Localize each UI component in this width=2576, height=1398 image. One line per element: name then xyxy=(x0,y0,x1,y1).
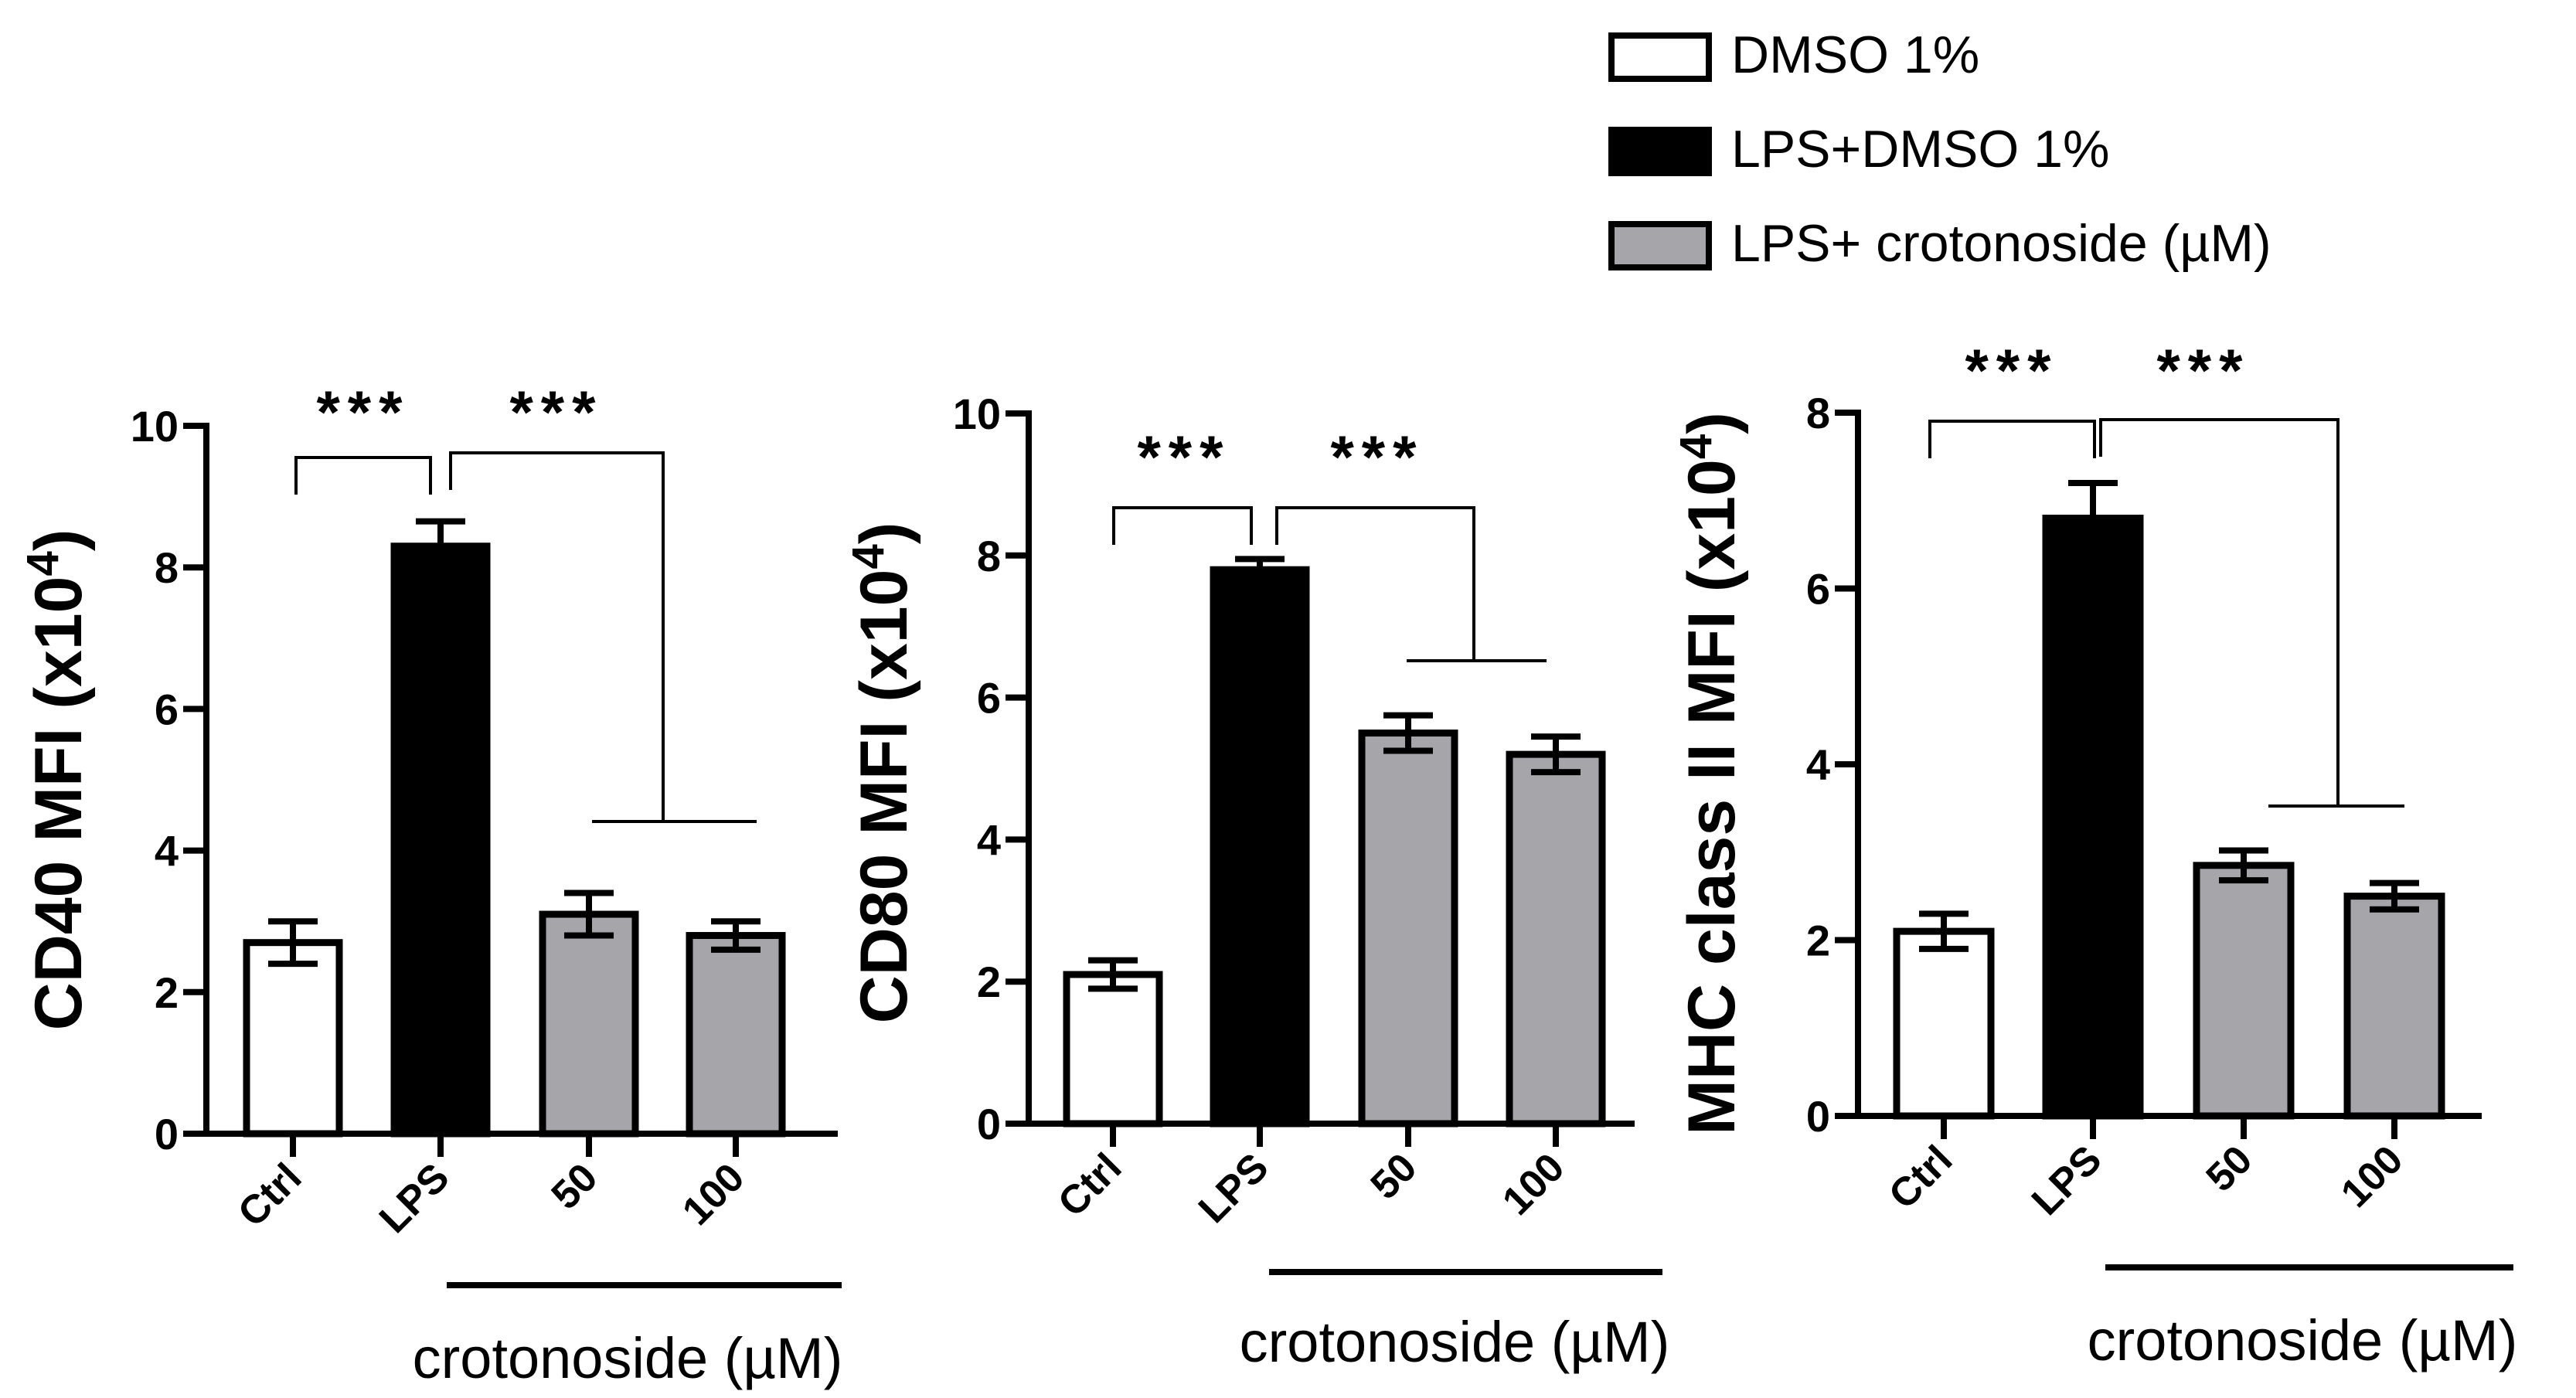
y-tick-label: 8 xyxy=(155,543,179,592)
x-tick-label: LPS xyxy=(371,1155,458,1242)
legend-label-3: LPS+ crotonoside (µM) xyxy=(1731,214,2271,273)
y-tick-label: 0 xyxy=(1806,1092,1830,1141)
y-tick-label: 4 xyxy=(1806,740,1830,789)
x-tick-label: LPS xyxy=(2023,1137,2111,1224)
significance-label: *** xyxy=(1330,423,1424,491)
y-tick-label: 10 xyxy=(131,402,179,451)
x-axis-label: crotonoside (µM) xyxy=(413,1326,843,1390)
bar-lps xyxy=(2042,515,2144,1120)
y-tick-label: 10 xyxy=(953,389,1001,438)
y-axis-label-main: CD80 MFI (x10 xyxy=(847,570,921,1024)
error-bar xyxy=(2219,847,2268,884)
y-tick-label: 6 xyxy=(1806,565,1830,614)
significance-bracket-ctrl-lps xyxy=(1112,506,1253,545)
y-tick-label: 6 xyxy=(155,685,179,733)
y-tick-label: 0 xyxy=(155,1110,179,1158)
bar-ctrl xyxy=(243,939,343,1138)
y-axis-label-exponent: 4 xyxy=(1671,434,1721,459)
error-bar xyxy=(711,918,761,953)
bar-100 xyxy=(2343,893,2445,1120)
bar-50 xyxy=(539,910,639,1138)
x-tick-label: 100 xyxy=(1494,1145,1573,1223)
error-bar xyxy=(2370,879,2419,913)
y-axis-label-exponent: 4 xyxy=(18,551,68,576)
error-bar xyxy=(1235,556,1285,583)
error-bar xyxy=(1088,957,1138,992)
y-tick-label: 8 xyxy=(977,532,1001,580)
y-tick-label: 4 xyxy=(155,827,179,876)
error-bar xyxy=(1383,712,1433,754)
significance-bracket-lps-crotonoside xyxy=(449,451,665,823)
bar-100 xyxy=(686,932,786,1138)
error-bar xyxy=(564,889,614,939)
y-axis-label-main: CD40 MFI (x10 xyxy=(22,577,96,1031)
bar-100 xyxy=(1506,750,1606,1128)
x-tick-label: 50 xyxy=(1363,1145,1426,1208)
legend: DMSO 1% LPS+DMSO 1% LPS+ crotonoside (µM) xyxy=(1608,26,2271,273)
legend-swatch-2 xyxy=(1608,127,1712,176)
y-axis-label: CD40 MFI (x104) xyxy=(18,529,96,1031)
chart-panel-2: 0 2 4 6 8 10 Ctrl LPS 50 100 *** *** crotonoside (µM… xyxy=(843,389,1669,1374)
y-axis-label: CD80 MFI (x104) xyxy=(843,522,921,1024)
y-axis-label-exponent: 4 xyxy=(843,544,893,569)
x-tick-label: Ctrl xyxy=(1880,1137,1961,1217)
x-tick-label: 50 xyxy=(2198,1137,2261,1200)
bar-ctrl xyxy=(1063,971,1163,1128)
significance-label: *** xyxy=(509,378,603,446)
x-tick-label: LPS xyxy=(1190,1145,1278,1232)
error-bar xyxy=(1531,733,1581,776)
y-axis-label-close: ) xyxy=(1675,412,1749,434)
significance-label: *** xyxy=(316,378,410,446)
significance-label: *** xyxy=(2156,336,2250,404)
bar-50 xyxy=(2193,862,2295,1120)
y-tick-label: 4 xyxy=(977,815,1001,864)
x-tick-label: 50 xyxy=(543,1155,607,1218)
chart-panel-1: 0 2 4 6 8 10 Ctrl LPS 50 100 *** *** crotonoside (µM… xyxy=(18,378,842,1390)
x-tick-label: 100 xyxy=(2333,1137,2411,1216)
x-axis-label: crotonoside (µM) xyxy=(2088,1308,2518,1372)
x-tick-label: Ctrl xyxy=(230,1155,310,1235)
bar-lps xyxy=(390,543,491,1138)
y-tick-label: 2 xyxy=(977,958,1001,1006)
bar-50 xyxy=(1358,730,1458,1128)
significance-label: *** xyxy=(1137,423,1230,491)
y-axis-label-main: MHC class II MFI (x10 xyxy=(1675,459,1749,1135)
x-axis-label: crotonoside (µM) xyxy=(1240,1310,1670,1374)
legend-swatch-1 xyxy=(1608,32,1712,82)
significance-bracket-lps-crotonoside xyxy=(1275,506,1475,662)
y-tick-label: 2 xyxy=(1806,917,1830,965)
legend-swatch-3 xyxy=(1608,221,1712,270)
significance-bracket-ctrl-lps xyxy=(294,456,432,495)
y-axis-label-close: ) xyxy=(22,529,96,552)
bar-ctrl xyxy=(1893,927,1995,1120)
significance-bracket-ctrl-lps xyxy=(1928,420,2096,458)
y-tick-label: 2 xyxy=(155,968,179,1017)
x-tick-label: 100 xyxy=(674,1155,753,1233)
y-tick-label: 6 xyxy=(977,674,1001,723)
error-bar xyxy=(1919,910,1969,952)
chart-panel-3: 0 2 4 6 8 Ctrl LPS 50 100 *** *** crotonoside (µM) M… xyxy=(1671,336,2517,1372)
significance-bracket-lps-crotonoside xyxy=(2099,418,2339,808)
y-tick-label: 8 xyxy=(1806,389,1830,437)
y-axis-label: MHC class II MFI (x104) xyxy=(1671,412,1749,1135)
x-tick-label: Ctrl xyxy=(1050,1145,1130,1225)
bar-lps xyxy=(1210,566,1310,1128)
error-bar xyxy=(268,918,318,968)
legend-label-2: LPS+DMSO 1% xyxy=(1731,120,2109,179)
y-tick-label: 0 xyxy=(977,1100,1001,1148)
legend-label-1: DMSO 1% xyxy=(1731,26,1979,84)
significance-label: *** xyxy=(1965,336,2058,404)
error-bar xyxy=(416,518,465,574)
error-bar xyxy=(2068,480,2118,556)
y-axis-label-close: ) xyxy=(847,522,921,545)
